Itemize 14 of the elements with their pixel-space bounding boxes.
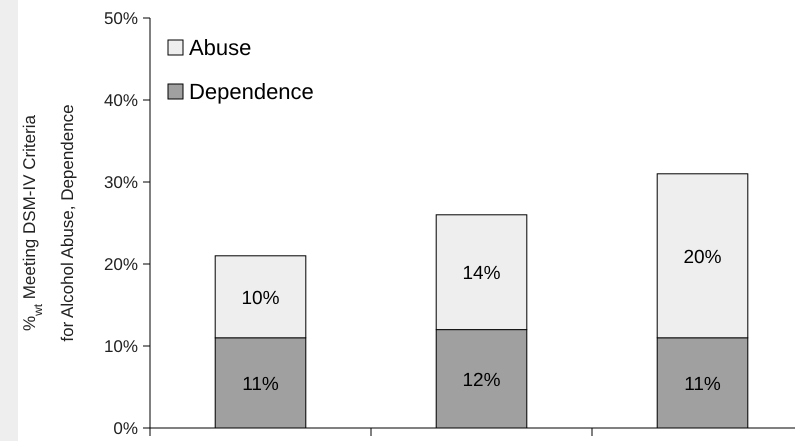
y-tick-label: 40%: [104, 91, 138, 110]
data-label: 20%: [683, 246, 722, 268]
y-tick-label: 10%: [104, 337, 138, 356]
y-tick-label: 0%: [113, 419, 138, 438]
data-label: 11%: [684, 374, 721, 395]
legend-label: Abuse: [189, 35, 252, 60]
y-tick-label: 20%: [104, 255, 138, 274]
data-label: 14%: [462, 263, 501, 284]
y-tick-label: 30%: [104, 173, 138, 192]
data-label: 10%: [241, 288, 280, 309]
data-label: 12%: [462, 370, 501, 391]
data-label: 11%: [242, 374, 279, 395]
legend-label: Dependence: [189, 79, 314, 104]
y-tick-label: 50%: [104, 9, 138, 28]
